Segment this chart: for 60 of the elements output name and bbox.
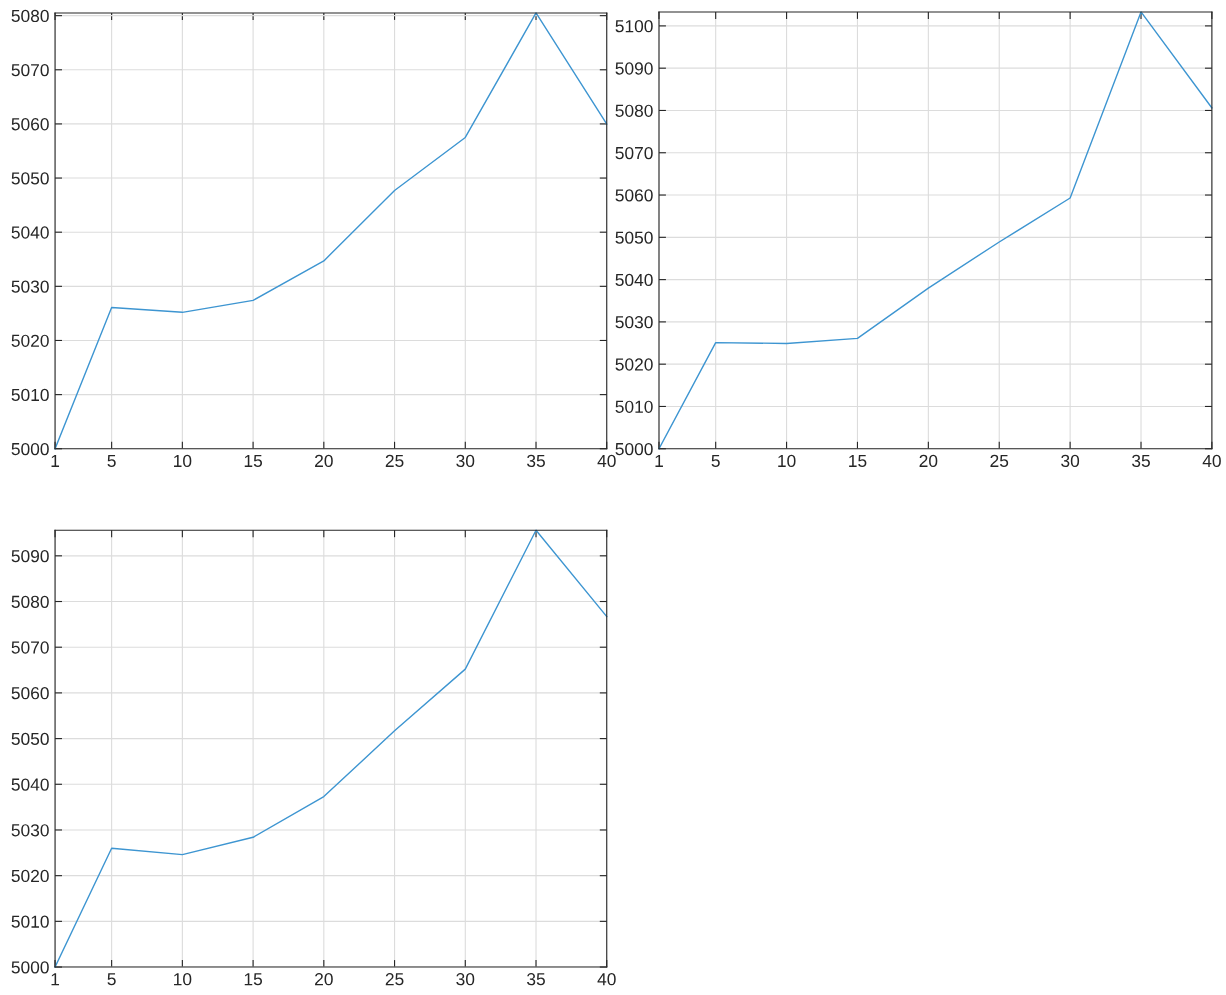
y-tick-label: 5060	[11, 687, 49, 700]
y-tick-label: 5020	[615, 358, 653, 371]
line-series	[54, 12, 608, 450]
y-tick-label: 5000	[11, 961, 49, 974]
y-tick-label: 5070	[11, 63, 49, 77]
x-tick-label: 25	[385, 973, 404, 986]
y-tick-label: 5090	[615, 62, 653, 75]
y-tick-label: 5050	[615, 231, 653, 244]
y-tick-label: 5050	[11, 172, 49, 185]
x-tick-label: 10	[174, 454, 192, 468]
y-tick-label: 5000	[615, 442, 653, 456]
line-series	[54, 529, 608, 968]
y-tick-label: 5070	[615, 146, 653, 160]
x-tick-label: 40	[597, 454, 616, 468]
y-tick-label: 5020	[11, 869, 49, 883]
x-tick-label: 25	[990, 454, 1009, 468]
y-tick-label: 5060	[615, 189, 653, 202]
y-tick-label: 5090	[11, 549, 49, 563]
y-tick-label: 5040	[615, 273, 653, 287]
y-tick-label: 5050	[11, 732, 49, 746]
y-tick-label: 5010	[11, 388, 49, 402]
y-tick-label: 5030	[11, 824, 49, 837]
x-tick-label: 1	[51, 454, 60, 467]
y-tick-label: 5040	[11, 778, 49, 791]
x-tick-label: 30	[456, 973, 475, 986]
line-series	[658, 11, 1213, 450]
x-tick-label: 15	[244, 454, 263, 468]
x-tick-label: 5	[107, 454, 116, 468]
x-tick-label: 35	[527, 973, 545, 986]
x-tick-label: 40	[597, 973, 616, 986]
y-tick-label: 5060	[11, 118, 49, 131]
x-tick-label: 35	[527, 454, 545, 468]
x-tick-label: 1	[655, 454, 663, 467]
y-tick-label: 5010	[11, 915, 49, 928]
y-tick-label: 5020	[11, 334, 49, 347]
x-tick-label: 40	[1202, 454, 1221, 468]
x-tick-label: 20	[315, 454, 333, 468]
y-tick-label: 5010	[615, 400, 653, 413]
x-tick-label: 25	[385, 454, 404, 468]
y-tick-label: 5080	[11, 595, 49, 608]
x-tick-label: 10	[778, 454, 796, 468]
x-tick-label: 20	[919, 454, 938, 468]
x-tick-label: 15	[849, 454, 867, 468]
y-tick-label: 5070	[11, 641, 49, 654]
x-tick-label: 5	[107, 973, 116, 986]
x-tick-label: 35	[1132, 454, 1150, 468]
y-tick-label: 5030	[615, 316, 653, 329]
y-tick-label: 5040	[11, 226, 49, 239]
x-tick-label: 15	[244, 973, 263, 986]
x-tick-label: 5	[711, 454, 720, 468]
y-tick-label: 5100	[615, 20, 653, 33]
y-tick-label: 5030	[11, 280, 49, 293]
y-tick-label: 5000	[11, 442, 49, 456]
y-tick-label: 5080	[615, 104, 653, 117]
x-tick-label: 1	[51, 973, 60, 986]
x-tick-label: 30	[1061, 454, 1080, 468]
x-tick-label: 10	[174, 973, 192, 986]
x-tick-label: 30	[456, 454, 475, 468]
y-tick-label: 5080	[11, 9, 49, 23]
x-tick-label: 20	[315, 973, 333, 986]
